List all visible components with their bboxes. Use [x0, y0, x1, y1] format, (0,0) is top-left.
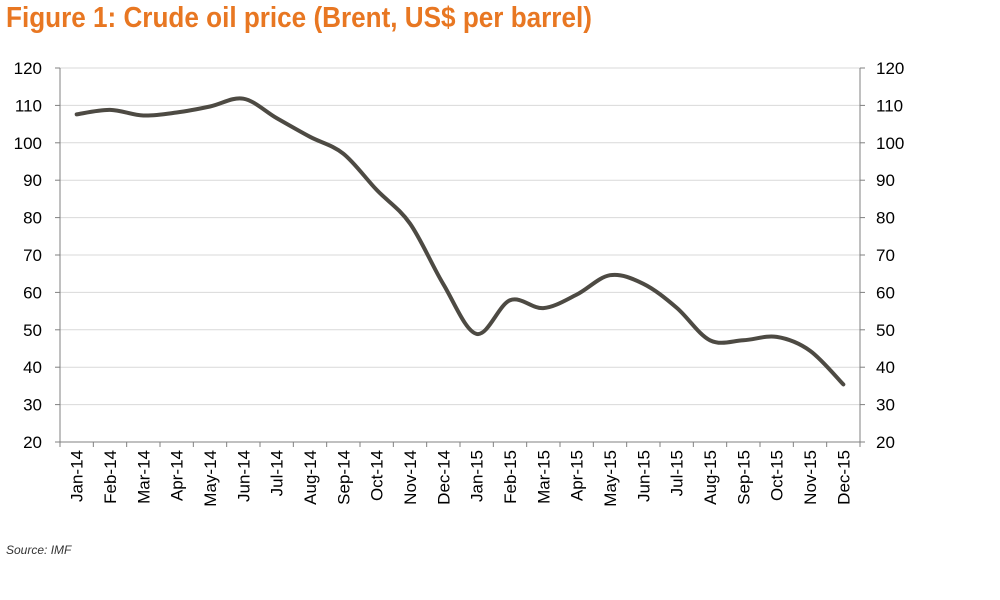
y-tick-label-right: 80 [876, 209, 895, 228]
y-tick-label-left: 70 [23, 246, 42, 265]
data-point [108, 108, 112, 112]
y-tick-label-left: 100 [14, 134, 42, 153]
x-tick-label: Feb-14 [101, 450, 120, 504]
data-point [475, 332, 479, 336]
x-tick-label: Jun-15 [634, 450, 653, 502]
x-tick-label: Mar-15 [534, 450, 553, 504]
x-tick-label: Jul-15 [668, 450, 687, 496]
data-point [708, 338, 712, 342]
data-point [341, 152, 345, 156]
x-tick-label: Jan-14 [68, 450, 87, 502]
x-tick-label: Apr-15 [568, 450, 587, 501]
x-tick-label: Nov-15 [801, 450, 820, 505]
x-tick-label: Jun-14 [234, 450, 253, 502]
figure-title: Figure 1: Crude oil price (Brent, US$ pe… [6, 2, 592, 34]
data-point [841, 382, 845, 386]
y-tick-label-right: 60 [876, 283, 895, 302]
data-point [641, 282, 645, 286]
x-tick-label: Nov-14 [401, 450, 420, 505]
data-point [441, 282, 445, 286]
y-axis-right-labels: 20 30 40 50 60 70 80 90 100 110 120 [876, 59, 904, 452]
data-point [375, 188, 379, 192]
x-tick-label: Jul-14 [268, 450, 287, 496]
data-point [75, 112, 79, 116]
data-point [408, 222, 412, 226]
gridlines [60, 67, 860, 406]
x-tick-label: Dec-15 [834, 450, 853, 505]
y-tick-label-right: 120 [876, 59, 904, 78]
y-tick-label-right: 70 [876, 246, 895, 265]
axes [55, 67, 865, 447]
y-tick-label-left: 30 [23, 396, 42, 415]
x-tick-label: Sep-14 [334, 450, 353, 505]
data-point [141, 113, 145, 117]
y-axis-left-labels: 20 30 40 50 60 70 80 90 100 110 120 [14, 59, 42, 452]
x-tick-label: Aug-15 [701, 450, 720, 505]
data-point [241, 97, 245, 101]
y-tick-label-left: 120 [14, 59, 42, 78]
y-tick-label-left: 110 [15, 96, 42, 115]
data-point [741, 338, 745, 342]
x-tick-label: May-15 [601, 450, 620, 507]
data-point [608, 273, 612, 277]
x-tick-label: Jan-15 [468, 450, 487, 502]
data-point [575, 293, 579, 297]
x-tick-label: May-14 [201, 450, 220, 507]
x-tick-label: Oct-15 [768, 450, 787, 501]
data-point [675, 306, 679, 310]
x-axis-labels: Jan-14 Feb-14 Mar-14 Apr-14 May-14 Jun-14 Jul-… [68, 450, 854, 507]
source-note: Source: IMF [6, 543, 72, 557]
x-tick-label: Apr-14 [168, 450, 187, 501]
x-tick-label: Feb-15 [501, 450, 520, 504]
y-tick-label-right: 110 [876, 96, 903, 115]
x-tick-label: Oct-14 [368, 450, 387, 501]
data-point [775, 335, 779, 339]
y-tick-label-left: 40 [23, 358, 42, 377]
y-tick-label-right: 100 [876, 134, 904, 153]
y-tick-label-right: 20 [876, 433, 895, 452]
data-point [808, 349, 812, 353]
y-tick-label-left: 50 [23, 321, 42, 340]
y-tick-label-left: 20 [23, 433, 42, 452]
data-point [508, 298, 512, 302]
data-point [175, 111, 179, 115]
data-point [308, 135, 312, 139]
series-line [74, 96, 846, 387]
y-tick-label-left: 80 [23, 209, 42, 228]
x-tick-label: Mar-14 [134, 450, 153, 504]
y-tick-label-left: 90 [23, 171, 42, 190]
data-point [275, 116, 279, 120]
y-tick-label-right: 90 [876, 171, 895, 190]
data-point [208, 105, 212, 109]
y-tick-label-right: 30 [876, 396, 895, 415]
x-tick-label: Sep-15 [734, 450, 753, 505]
y-tick-label-left: 60 [23, 283, 42, 302]
series-layer [74, 96, 846, 387]
data-point [541, 306, 545, 310]
y-tick-label-right: 50 [876, 321, 895, 340]
x-tick-label: Aug-14 [301, 450, 320, 505]
y-tick-label-right: 40 [876, 358, 895, 377]
x-tick-label: Dec-14 [434, 450, 453, 505]
